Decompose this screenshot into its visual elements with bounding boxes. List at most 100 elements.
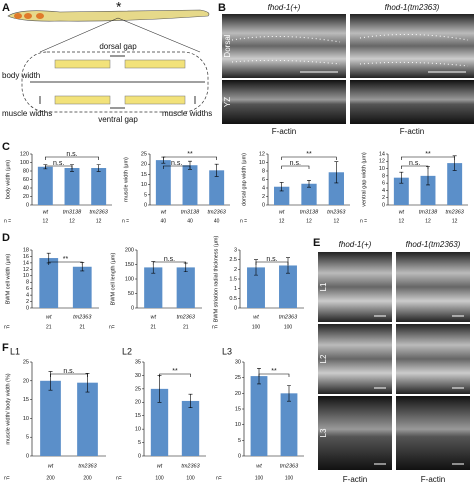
significance-label: **	[63, 256, 69, 263]
n-value: 100	[155, 475, 164, 481]
x-tick-label: wt	[399, 209, 405, 215]
x-tick-label: tm2363	[89, 209, 108, 215]
significance-bracket	[45, 156, 99, 160]
x-tick-label: wt	[43, 209, 49, 215]
n-value: 100	[255, 475, 264, 481]
bar	[150, 388, 169, 456]
y-axis-label: BWM cell width (μm)	[5, 254, 11, 305]
micrographs-b	[222, 14, 474, 124]
bar	[274, 186, 290, 205]
label: muscle widths	[2, 109, 52, 118]
y-tick-label: 12	[259, 151, 265, 157]
y-tick-label: 16	[23, 254, 29, 260]
column-header: fhod-1(tm2363)	[406, 240, 461, 249]
row-label: L1	[319, 282, 328, 291]
y-axis-label: ventral gap width (μm)	[361, 152, 367, 207]
bar	[77, 382, 98, 456]
x-tick-label: wt	[256, 463, 262, 469]
n-value: 200	[83, 475, 92, 481]
significance-bracket	[401, 165, 429, 169]
significance-bracket	[159, 373, 191, 377]
n-value: 40	[214, 218, 220, 224]
significance-label: **	[172, 368, 178, 375]
significance-bracket	[50, 373, 88, 377]
bar	[393, 177, 409, 205]
x-tick-label: tm2363	[181, 463, 200, 469]
bar	[40, 380, 61, 456]
n-label: n=	[4, 324, 10, 330]
y-tick-label: 35	[135, 359, 141, 365]
significance-bracket	[255, 261, 289, 265]
y-tick-label: 1.5	[229, 276, 237, 282]
y-axis-label: BWM cell length (μm)	[110, 252, 116, 305]
bar	[181, 400, 200, 456]
y-tick-label: 20	[23, 378, 29, 384]
y-tick-label: 10	[23, 273, 29, 279]
x-tick-label: tm3138	[181, 209, 200, 215]
n-label: n =	[122, 218, 129, 224]
significance-bracket	[48, 261, 83, 265]
y-tick-label: 6	[262, 177, 265, 183]
y-tick-label: 0	[238, 453, 241, 459]
y-tick-label: 8	[382, 173, 385, 179]
n-label: n=	[216, 475, 222, 481]
significance-label: n.s.	[66, 151, 77, 158]
n-value: 40	[161, 218, 167, 224]
n-label: n=	[109, 324, 115, 330]
star: *	[116, 0, 122, 15]
panel-letter: F	[2, 342, 9, 354]
y-tick-label: 4	[262, 185, 265, 191]
significance-label: n.s.	[409, 160, 420, 167]
y-tick-label: 0	[138, 453, 141, 459]
y-tick-label: 15	[23, 397, 29, 403]
significance-label: **	[187, 151, 193, 158]
bar	[247, 267, 265, 308]
n-value: 12	[43, 218, 49, 224]
n-value: 21	[79, 324, 85, 330]
bar	[64, 168, 80, 205]
error-bar	[399, 171, 404, 184]
y-tick-label: 15	[135, 413, 141, 419]
significance-label: **	[425, 151, 431, 158]
y-tick-label: 2	[262, 194, 265, 200]
y-tick-label: 2.5	[229, 257, 237, 263]
significance-bracket	[152, 261, 187, 265]
x-tick-label: tm2363	[445, 209, 464, 215]
y-tick-label: 120	[20, 151, 29, 157]
panel-letter: B	[218, 2, 226, 14]
y-tick-label: 15	[235, 406, 241, 412]
x-tick-label: wt	[151, 314, 157, 320]
stain-label: F-actin	[421, 475, 445, 484]
bar	[37, 166, 53, 205]
y-tick-label: 0	[382, 202, 385, 208]
n-label: n =	[240, 218, 247, 224]
bar	[250, 376, 268, 456]
label: ventral gap	[98, 115, 138, 124]
panel-letter: C	[2, 141, 10, 153]
x-tick-label: wt	[46, 314, 52, 320]
y-tick-label: 25	[135, 386, 141, 392]
y-tick-label: 10	[259, 160, 265, 166]
y-tick-label: 10	[135, 427, 141, 433]
y-tick-label: 4	[26, 293, 29, 299]
y-axis-label: BWM striation radial thickness (μm)	[213, 236, 219, 323]
x-tick-label: tm2363	[207, 209, 226, 215]
significance-label: **	[271, 368, 277, 375]
y-tick-label: 0	[26, 202, 29, 208]
n-value: 40	[187, 218, 193, 224]
bar	[209, 170, 225, 205]
n-value: 200	[46, 475, 55, 481]
y-tick-label: 25	[141, 151, 147, 157]
y-tick-label: 0	[26, 305, 29, 311]
y-tick-label: 6	[382, 181, 385, 187]
y-tick-label: 200	[125, 247, 134, 253]
n-value: 12	[69, 218, 75, 224]
y-tick-label: 14	[23, 260, 29, 266]
n-label: n=	[212, 324, 218, 330]
bar	[420, 175, 436, 205]
n-value: 100	[252, 324, 261, 330]
bar	[176, 267, 195, 308]
y-tick-label: 20	[135, 400, 141, 406]
significance-label: n.s.	[164, 256, 175, 263]
significance-label: n.s.	[290, 160, 301, 167]
